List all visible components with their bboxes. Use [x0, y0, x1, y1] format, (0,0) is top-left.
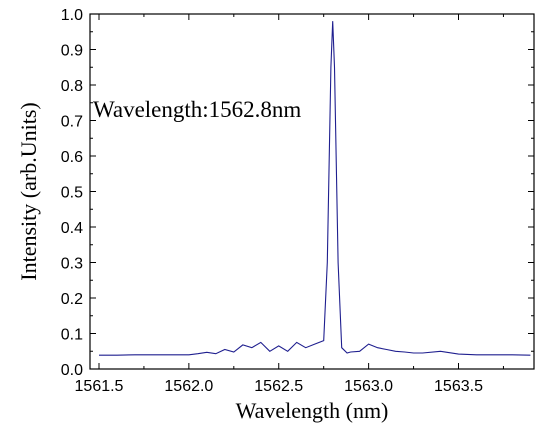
peak-annotation: Wavelength:1562.8nm	[93, 97, 301, 122]
x-tick-label: 1561.5	[75, 378, 124, 395]
y-tick-label: 0.3	[61, 256, 83, 273]
x-tick-label: 1562.0	[164, 378, 213, 395]
y-tick-label: 0.0	[61, 362, 83, 379]
x-tick-label: 1563.5	[434, 378, 483, 395]
x-tick-label: 1562.5	[254, 378, 303, 395]
x-axis-title: Wavelength (nm)	[236, 398, 389, 423]
y-tick-label: 0.7	[61, 114, 83, 131]
y-tick-label: 1.0	[61, 7, 83, 24]
y-tick-label: 0.5	[61, 185, 83, 202]
spectrum-line	[99, 21, 531, 356]
y-tick-label: 0.8	[61, 78, 83, 95]
y-tick-label: 0.6	[61, 149, 83, 166]
y-tick-label: 0.2	[61, 291, 83, 308]
y-tick-label: 0.1	[61, 327, 83, 344]
y-tick-label: 0.4	[61, 220, 83, 237]
x-tick-label: 1563.0	[344, 378, 393, 395]
x-axis-ticks: 1561.5 1562.0 1562.5 1563.0 1563.5	[75, 14, 504, 395]
plot-area-frame	[89, 13, 535, 370]
y-axis-ticks: 0.0 0.1 0.2 0.3 0.4 0.5 0.6 0.7 0.8 0.9 1.0	[61, 7, 534, 379]
y-axis-title: Intensity (arb.Units)	[16, 102, 41, 280]
y-tick-label: 0.9	[61, 43, 83, 60]
